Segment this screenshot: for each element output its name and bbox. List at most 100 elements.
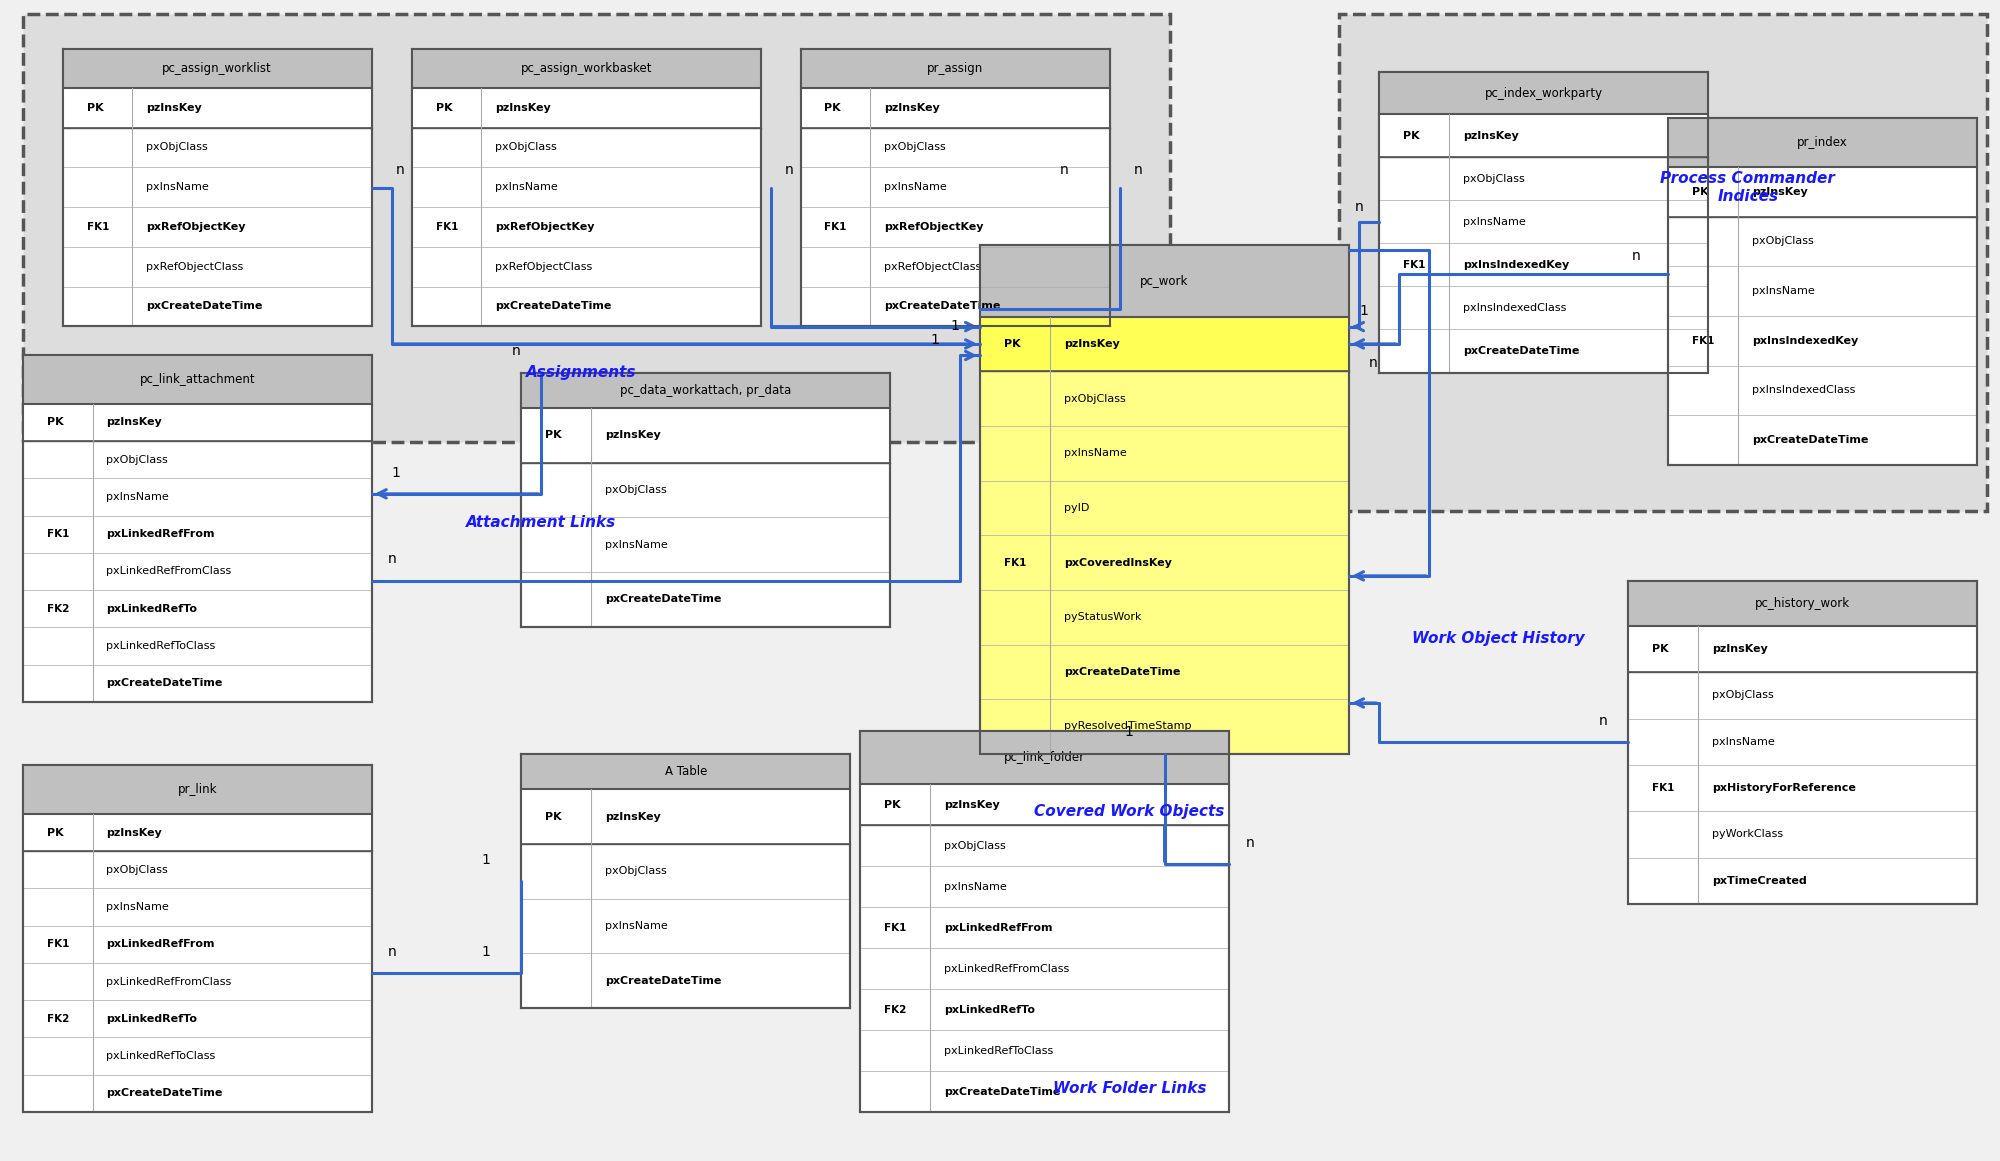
Text: 1: 1: [392, 466, 400, 479]
Text: pr_index: pr_index: [1798, 136, 1848, 149]
Text: n: n: [388, 945, 396, 959]
Text: PK: PK: [46, 417, 64, 427]
Text: 1: 1: [950, 319, 960, 333]
Text: FK1: FK1: [1692, 336, 1714, 346]
Text: pxRefObjectClass: pxRefObjectClass: [146, 261, 244, 272]
Text: pzInsKey: pzInsKey: [146, 102, 202, 113]
FancyBboxPatch shape: [1628, 580, 1978, 904]
Text: pyResolvedTimeStamp: pyResolvedTimeStamp: [1064, 721, 1192, 731]
Text: FK1: FK1: [46, 529, 70, 539]
FancyBboxPatch shape: [62, 49, 372, 88]
Text: pxInsName: pxInsName: [106, 492, 170, 502]
Text: n: n: [1368, 356, 1378, 370]
Text: n: n: [1246, 836, 1254, 850]
FancyBboxPatch shape: [980, 245, 1350, 753]
FancyBboxPatch shape: [1668, 118, 1978, 464]
Text: pzInsKey: pzInsKey: [1064, 339, 1120, 349]
Text: pxInsName: pxInsName: [1752, 286, 1814, 296]
Text: pxLinkedRefFrom: pxLinkedRefFrom: [944, 923, 1052, 932]
Text: pxCreateDateTime: pxCreateDateTime: [884, 302, 1000, 311]
Text: PK: PK: [436, 102, 452, 113]
Text: FK1: FK1: [1402, 260, 1426, 269]
Text: pxInsIndexedKey: pxInsIndexedKey: [1462, 260, 1568, 269]
FancyBboxPatch shape: [22, 765, 372, 814]
Text: pxCreateDateTime: pxCreateDateTime: [944, 1087, 1060, 1096]
FancyBboxPatch shape: [1378, 114, 1708, 157]
Text: FK1: FK1: [824, 222, 846, 232]
FancyBboxPatch shape: [412, 49, 760, 326]
FancyBboxPatch shape: [522, 409, 890, 463]
Text: pc_link_attachment: pc_link_attachment: [140, 373, 256, 385]
Text: pxObjClass: pxObjClass: [1064, 394, 1126, 404]
Text: FK2: FK2: [46, 604, 70, 614]
Text: Attachment Links: Attachment Links: [466, 515, 616, 531]
Text: pxInsIndexedClass: pxInsIndexedClass: [1462, 303, 1566, 313]
FancyBboxPatch shape: [22, 814, 372, 851]
Text: pzInsKey: pzInsKey: [884, 102, 940, 113]
Text: pc_assign_worklist: pc_assign_worklist: [162, 62, 272, 75]
Text: pr_link: pr_link: [178, 784, 216, 796]
Text: pxLinkedRefTo: pxLinkedRefTo: [944, 1004, 1036, 1015]
FancyBboxPatch shape: [1628, 580, 1978, 626]
Text: 1: 1: [1360, 304, 1368, 318]
Text: pxObjClass: pxObjClass: [106, 865, 168, 874]
Text: pxTimeCreated: pxTimeCreated: [1712, 875, 1806, 886]
Text: pxLinkedRefFrom: pxLinkedRefFrom: [106, 939, 214, 950]
Text: FK1: FK1: [1652, 784, 1674, 793]
FancyBboxPatch shape: [800, 49, 1110, 88]
Text: PK: PK: [546, 812, 562, 822]
Text: pxRefObjectKey: pxRefObjectKey: [884, 222, 984, 232]
FancyBboxPatch shape: [1378, 72, 1708, 114]
Text: pxLinkedRefToClass: pxLinkedRefToClass: [106, 1051, 216, 1061]
Text: 1: 1: [482, 852, 490, 866]
Text: pc_link_folder: pc_link_folder: [1004, 751, 1086, 764]
Text: pxObjClass: pxObjClass: [606, 866, 666, 877]
Text: pyID: pyID: [1064, 503, 1090, 513]
Text: pxInsIndexedClass: pxInsIndexedClass: [1752, 385, 1856, 396]
Text: n: n: [396, 163, 404, 176]
Text: PK: PK: [1004, 339, 1020, 349]
Text: pxLinkedRefFrom: pxLinkedRefFrom: [106, 529, 214, 539]
Text: pxCreateDateTime: pxCreateDateTime: [146, 302, 262, 311]
Text: pc_index_workparty: pc_index_workparty: [1484, 87, 1602, 100]
Text: pzInsKey: pzInsKey: [606, 812, 660, 822]
Text: PK: PK: [824, 102, 842, 113]
Text: Covered Work Objects: Covered Work Objects: [1034, 805, 1224, 820]
Text: pxObjClass: pxObjClass: [944, 841, 1006, 851]
Text: PK: PK: [46, 828, 64, 837]
FancyBboxPatch shape: [22, 14, 1170, 442]
Text: n: n: [1060, 163, 1068, 176]
Text: pxRefObjectClass: pxRefObjectClass: [496, 261, 592, 272]
Text: 1: 1: [930, 333, 940, 347]
Text: pc_work: pc_work: [1140, 274, 1188, 288]
FancyBboxPatch shape: [800, 49, 1110, 326]
FancyBboxPatch shape: [522, 753, 850, 1008]
Text: pxCreateDateTime: pxCreateDateTime: [1064, 666, 1180, 677]
Text: Work Folder Links: Work Folder Links: [1052, 1081, 1206, 1096]
FancyBboxPatch shape: [412, 88, 760, 128]
Text: pxObjClass: pxObjClass: [884, 143, 946, 152]
Text: FK1: FK1: [86, 222, 108, 232]
Text: FK1: FK1: [436, 222, 458, 232]
Text: PK: PK: [1402, 131, 1420, 140]
Text: pxRefObjectKey: pxRefObjectKey: [496, 222, 594, 232]
Text: PK: PK: [1692, 187, 1708, 196]
Text: pxObjClass: pxObjClass: [1752, 237, 1814, 246]
Text: Work Object History: Work Object History: [1412, 630, 1584, 646]
Text: pc_history_work: pc_history_work: [1756, 597, 1850, 610]
Text: 1: 1: [1124, 726, 1134, 740]
Text: FK2: FK2: [46, 1014, 70, 1024]
Text: pxLinkedRefFromClass: pxLinkedRefFromClass: [106, 976, 232, 987]
Text: pzInsKey: pzInsKey: [944, 800, 1000, 809]
Text: pxObjClass: pxObjClass: [606, 485, 666, 495]
Text: pzInsKey: pzInsKey: [496, 102, 552, 113]
FancyBboxPatch shape: [522, 753, 850, 789]
Text: pyWorkClass: pyWorkClass: [1712, 829, 1784, 839]
Text: pxRefObjectClass: pxRefObjectClass: [884, 261, 982, 272]
Text: pxInsIndexedKey: pxInsIndexedKey: [1752, 336, 1858, 346]
FancyBboxPatch shape: [980, 245, 1350, 317]
FancyBboxPatch shape: [522, 373, 890, 627]
Text: pxLinkedRefTo: pxLinkedRefTo: [106, 1014, 198, 1024]
Text: pzInsKey: pzInsKey: [1752, 187, 1808, 196]
Text: pxObjClass: pxObjClass: [1712, 691, 1774, 700]
